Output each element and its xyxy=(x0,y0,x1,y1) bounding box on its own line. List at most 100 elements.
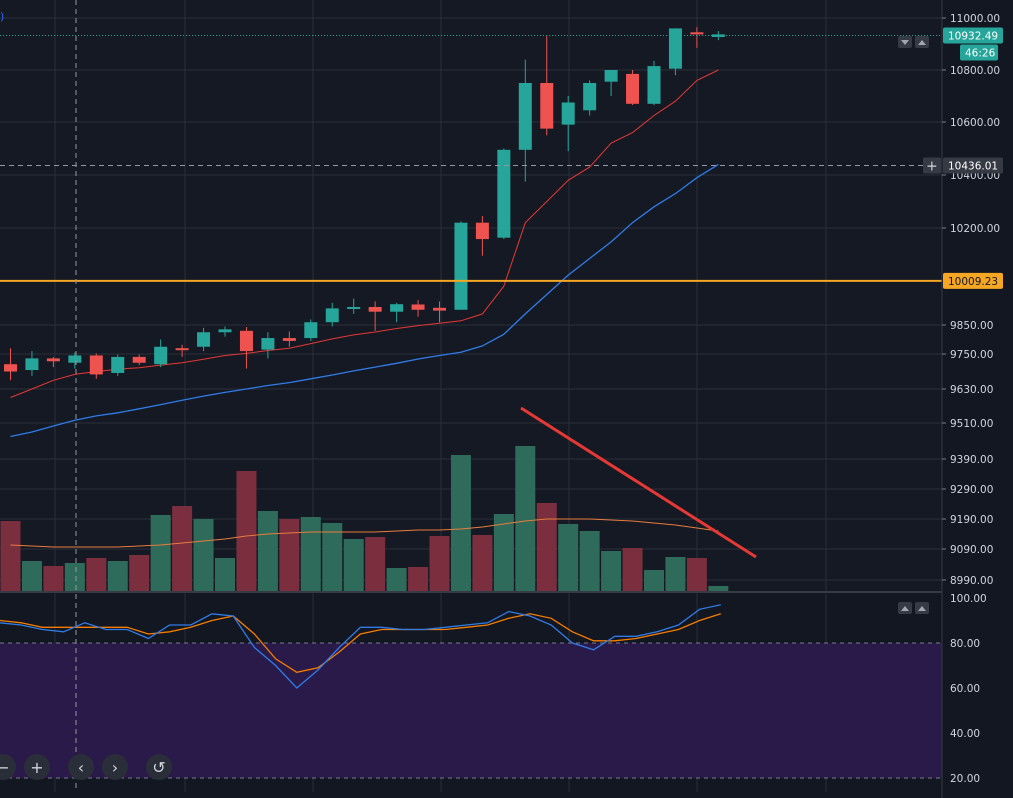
y-tick-label: 9750.00 xyxy=(950,349,993,361)
oscillator-tick-label: 20.00 xyxy=(950,773,980,785)
candle-body xyxy=(690,32,704,35)
volume-bar xyxy=(493,514,514,591)
volume-bar xyxy=(450,455,471,591)
y-tick-label: 11000.00 xyxy=(950,13,1000,25)
volume-bar xyxy=(279,519,300,591)
candle-body xyxy=(368,306,382,312)
volume-bar xyxy=(129,555,150,591)
reset-chart-button[interactable]: ↺ xyxy=(146,754,172,780)
last-price-label: 10932.49 xyxy=(948,31,998,43)
volume-bar xyxy=(708,586,729,591)
candle-body xyxy=(668,28,682,69)
volume-bar xyxy=(365,537,386,591)
horizontal-level-label: 10009.23 xyxy=(948,276,998,288)
zoom-out-button[interactable]: − xyxy=(0,754,16,780)
countdown-label-bg xyxy=(960,44,998,61)
ma-slow-line xyxy=(10,163,719,438)
volume-bar xyxy=(515,446,536,591)
y-tick-label: 8990.00 xyxy=(950,575,993,587)
candle-body xyxy=(347,306,361,309)
y-tick-label: 10800.00 xyxy=(950,65,1000,77)
candle-body xyxy=(175,348,189,351)
scroll-left-button[interactable]: ‹ xyxy=(68,754,94,780)
crosshair-price-label: 10436.01 xyxy=(948,160,998,172)
volume-bar xyxy=(558,524,579,591)
osc-pane-menu-icon xyxy=(918,606,926,611)
candle-body xyxy=(239,330,253,352)
volume-bar xyxy=(665,557,686,591)
candle-body xyxy=(132,356,146,363)
horizontal-level-label-bg xyxy=(943,272,1003,289)
y-tick-label: 9090.00 xyxy=(950,544,993,556)
volume-bar xyxy=(172,506,193,591)
volume-ma-line xyxy=(10,518,719,548)
ma-fast-line xyxy=(10,69,719,398)
add-alert-button-bg xyxy=(923,157,941,174)
chart-toolbar: − + ‹ › ↺ xyxy=(0,752,172,782)
plus-icon: + xyxy=(30,757,44,777)
oscillator-k-line xyxy=(0,604,721,689)
candle-body xyxy=(561,102,575,125)
pane-menu-icon xyxy=(918,40,926,45)
volume-bar xyxy=(0,521,21,591)
volume-bar xyxy=(686,558,707,591)
volume-bar xyxy=(579,531,600,591)
y-tick-label: 9190.00 xyxy=(950,514,993,526)
candle-body xyxy=(518,83,532,150)
volume-bar xyxy=(322,523,343,591)
candle-body xyxy=(540,83,554,129)
candle-body xyxy=(4,364,17,372)
volume-bar xyxy=(107,561,128,591)
volume-bar xyxy=(601,551,622,591)
candle-body xyxy=(583,83,597,111)
chevron-left-icon: ‹ xyxy=(77,757,85,777)
collapse-pane-icon xyxy=(901,40,909,45)
volume-bar xyxy=(64,563,85,591)
oscillator-tick-label: 80.00 xyxy=(950,638,980,650)
price-pane-background xyxy=(0,0,942,592)
candle-body xyxy=(433,307,446,311)
volume-bar xyxy=(644,570,664,591)
candle-body xyxy=(325,308,339,323)
price-axis-background xyxy=(942,0,1013,798)
candle-body xyxy=(25,358,39,371)
candle-body xyxy=(604,70,618,82)
y-tick-label: 10600.00 xyxy=(950,117,1000,129)
candle-body xyxy=(46,358,60,362)
volume-bar xyxy=(300,517,321,591)
candle-body xyxy=(261,338,275,350)
minus-icon: − xyxy=(0,757,10,777)
oscillator-d-line xyxy=(0,613,721,673)
volume-bar xyxy=(236,471,257,591)
trend-annotation-line xyxy=(520,406,757,559)
volume-bar xyxy=(43,566,64,591)
zoom-in-button[interactable]: + xyxy=(24,754,50,780)
volume-bar xyxy=(429,536,450,591)
reset-icon: ↺ xyxy=(152,757,166,777)
osc-pane-up-icon xyxy=(901,606,909,611)
candle-body xyxy=(89,355,103,375)
y-tick-label: 9390.00 xyxy=(950,454,993,466)
last-price-label-bg xyxy=(943,27,1003,44)
candle-body xyxy=(497,149,511,238)
candle-body xyxy=(218,329,232,333)
scroll-right-button[interactable]: › xyxy=(102,754,128,780)
candle-body xyxy=(411,304,425,310)
candle-body xyxy=(475,222,489,240)
candle-body xyxy=(111,356,125,373)
y-tick-label: 9850.00 xyxy=(950,320,993,332)
candle-body xyxy=(647,66,661,104)
volume-bar xyxy=(343,539,364,591)
candle-body xyxy=(454,222,468,310)
volume-bar xyxy=(386,568,407,591)
indicator-paren: ) xyxy=(0,10,5,23)
candle-body xyxy=(68,355,82,363)
oscillator-tick-label: 100.00 xyxy=(950,593,987,605)
candle-body xyxy=(197,332,211,347)
volume-bar xyxy=(257,511,278,591)
volume-bar xyxy=(408,567,429,591)
crosshair-price-label-bg xyxy=(943,157,1003,174)
volume-bar xyxy=(21,561,42,591)
oscillator-tick-label: 60.00 xyxy=(950,683,980,695)
y-tick-label: 9630.00 xyxy=(950,384,993,396)
